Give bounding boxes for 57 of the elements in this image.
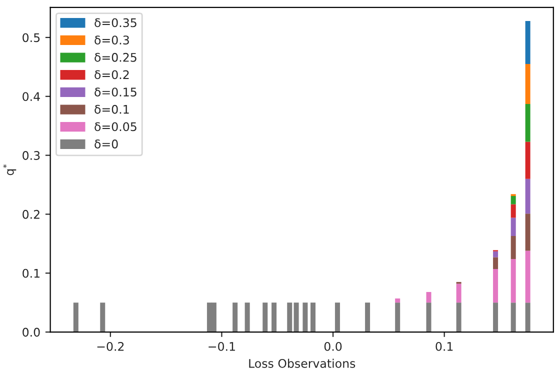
bar [426,302,432,332]
bar [493,257,498,270]
bar [232,302,238,332]
bar [525,214,530,251]
x-tick-label: 0.0 [324,342,342,351]
bar [525,302,530,332]
bar [262,302,268,332]
bar [525,20,530,64]
bar [510,258,516,303]
y-tick-label: 0.1 [22,268,40,278]
legend-label: δ=0.35 [94,18,136,28]
bar [395,298,400,303]
y-tick-label: 0.2 [22,210,40,219]
bar [456,284,462,303]
bar [287,302,292,332]
bar [294,302,299,332]
legend-label: δ=0 [94,140,118,148]
bar [302,302,308,332]
bar [510,302,516,332]
x-tick-label: −0.2 [97,342,124,351]
bar [510,196,516,204]
bar [525,250,530,303]
bar [493,251,498,258]
bar [525,64,530,104]
legend-label: δ=0.05 [94,122,136,132]
y-tick-label: 0.5 [22,33,40,42]
bar [73,302,78,332]
x-axis-title: Loss Observations [249,358,356,368]
bar [244,302,250,332]
bar [334,302,340,332]
legend-label: δ=0.15 [94,88,136,96]
bar [426,292,432,303]
bar [310,302,316,332]
x-tick-label: 0.1 [436,342,453,351]
bar [493,269,498,303]
legend-label: δ=0.2 [94,70,129,80]
bar [510,236,516,259]
legend-label: δ=0.25 [94,52,136,62]
legend-label: δ=0.3 [94,36,129,45]
y-tick-label: 0.4 [22,92,40,102]
bar [510,218,516,236]
bar [272,302,277,332]
bar [493,302,498,332]
bar [525,178,530,214]
bar [525,142,530,179]
y-axis-title: q$^{*}$ [3,164,16,176]
y-tick-label: 0.3 [22,151,40,160]
x-tick-label: −0.1 [208,342,235,351]
legend-label: δ=0.1 [94,104,129,114]
bar [510,204,516,218]
bar [365,302,370,332]
bar [525,104,530,142]
bar [456,302,462,332]
bar [100,302,106,332]
bar [395,302,400,332]
y-tick-label: 0.0 [22,328,40,337]
bar [211,302,216,332]
